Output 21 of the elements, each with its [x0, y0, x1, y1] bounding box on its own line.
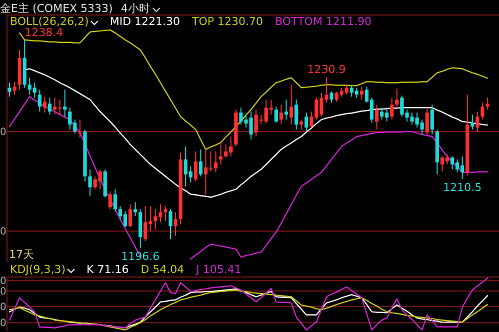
- annotation: 0: [0, 318, 6, 330]
- annotation: 0: [0, 226, 6, 238]
- chart-title: 金E主 (COMEX 5333): [0, 2, 113, 15]
- legend-label: MID 1221.30: [110, 15, 180, 28]
- text: BOTTOM 1211.90: [275, 15, 372, 28]
- legend-title: BOLL(26,26,2): [10, 15, 89, 28]
- annotation: 0: [0, 286, 6, 298]
- annotation: 1230.9: [307, 63, 346, 76]
- series-label: J 105.41: [195, 263, 242, 276]
- legend-label: K 71.16: [86, 263, 129, 276]
- annotation: 0: [0, 276, 6, 288]
- legend-title: KDJ(9,3,3): [10, 263, 66, 276]
- annotation: 0: [0, 127, 6, 138]
- annotation: 1238.4: [24, 26, 64, 39]
- annotation: 1196.6: [121, 250, 160, 264]
- annotation: 1210.5: [443, 180, 482, 194]
- annotation: 0: [0, 302, 6, 314]
- annotation: 17天: [9, 248, 34, 261]
- text: D 54.04: [140, 263, 184, 276]
- text: TOP 1230.70: [191, 15, 264, 28]
- chart-subtitle: 4小时: [120, 2, 150, 15]
